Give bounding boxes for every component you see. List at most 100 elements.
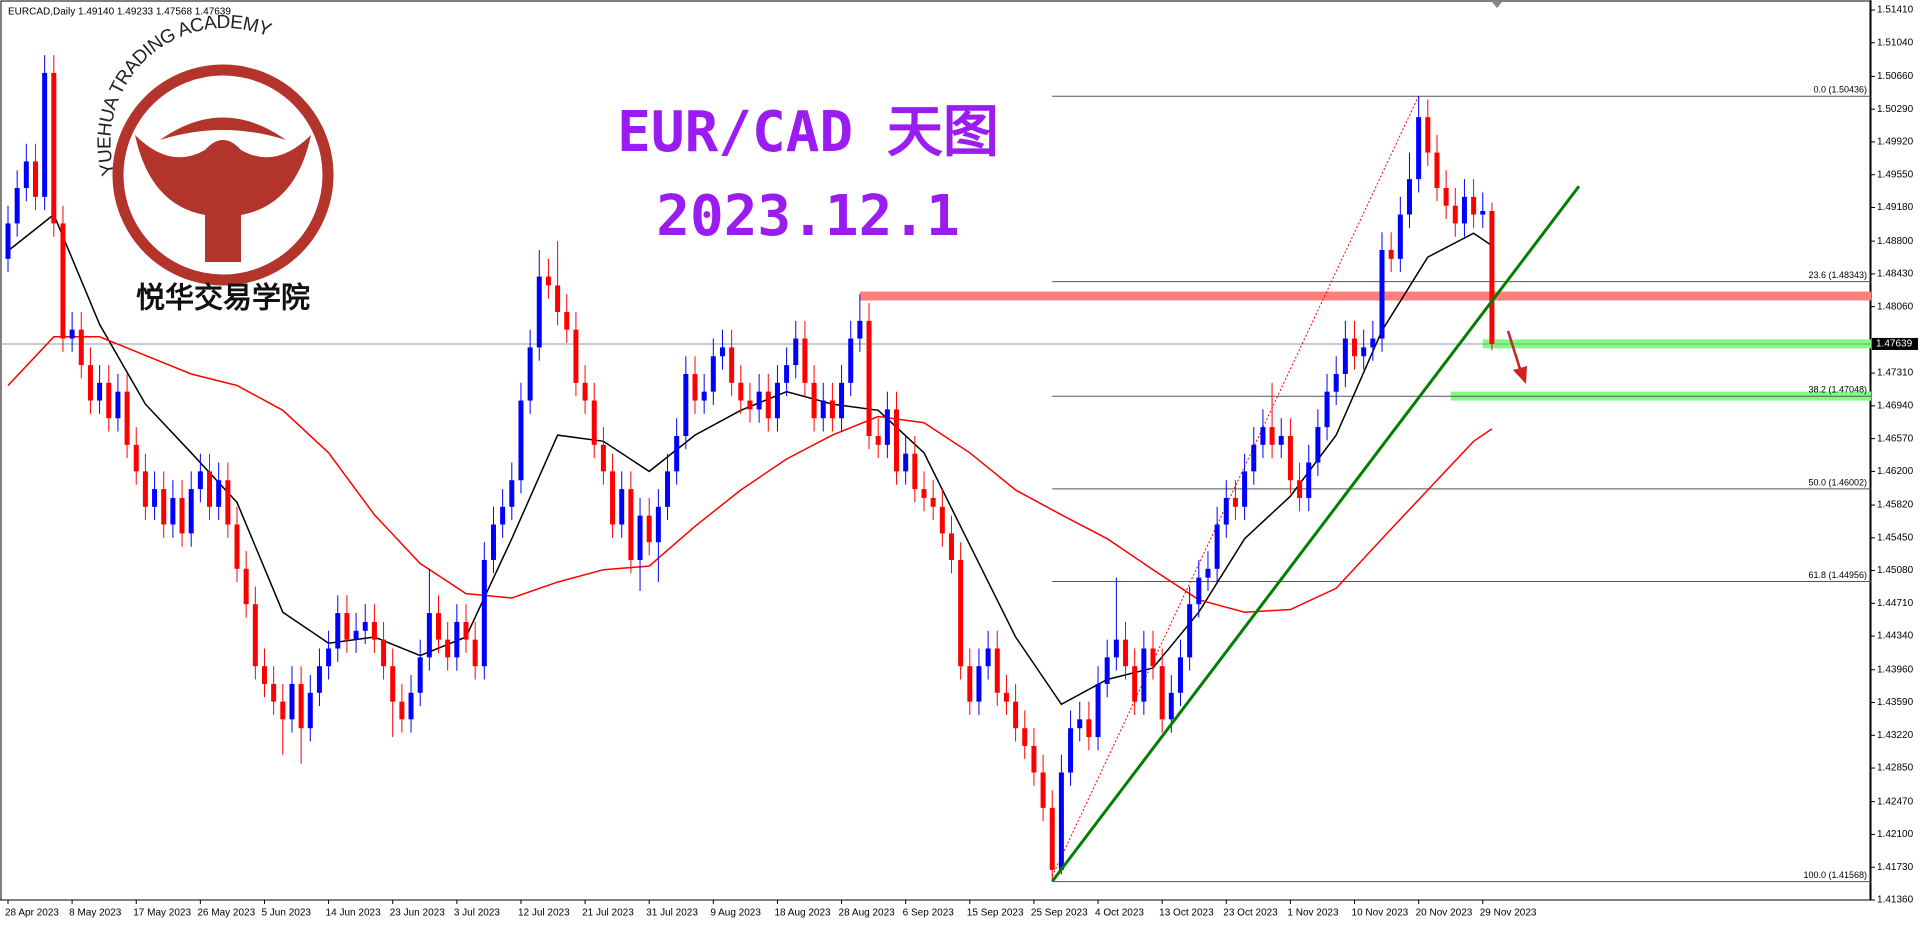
y-tick-label: 1.46200 (1877, 466, 1914, 477)
fib-label: 0.0 (1.50436) (1813, 85, 1867, 95)
x-tick-label: 14 Jun 2023 (326, 908, 381, 919)
candle-body (243, 568, 249, 605)
candle-body (1480, 211, 1486, 215)
candle-body (1232, 497, 1238, 507)
y-tick-label: 1.46570 (1877, 433, 1914, 444)
x-tick-label: 31 Jul 2023 (646, 908, 698, 919)
logo-leaf (160, 117, 286, 140)
candle-body (362, 621, 368, 631)
candle-body (1461, 196, 1467, 224)
candle-body (1489, 211, 1495, 344)
candle-body (1187, 604, 1193, 658)
candle-body (1205, 568, 1211, 578)
candle-body (381, 639, 387, 667)
candle-body (545, 276, 551, 286)
candle-body (97, 382, 103, 401)
moving-average (7, 213, 1493, 706)
y-tick-label: 1.50290 (1877, 104, 1914, 115)
candle-body (417, 657, 423, 693)
candle-body (1471, 196, 1477, 215)
x-tick-label: 6 Sep 2023 (903, 908, 955, 919)
candle-body (930, 497, 936, 507)
candle-body (628, 489, 634, 560)
candle-body (1425, 117, 1431, 153)
candle-body (344, 613, 350, 640)
y-tick-label: 1.49550 (1877, 169, 1914, 180)
candle-body (1352, 338, 1358, 357)
candle-body (866, 320, 872, 436)
candle-body (1434, 152, 1440, 188)
candle-body (756, 391, 762, 410)
arrow-head (1513, 366, 1527, 384)
x-tick-label: 25 Sep 2023 (1031, 908, 1088, 919)
x-tick-label: 21 Jul 2023 (582, 908, 634, 919)
candle-body (500, 506, 506, 525)
candle-body (481, 559, 487, 667)
candle-body (426, 613, 432, 658)
candle-body (298, 683, 304, 729)
candle-body (1333, 373, 1339, 392)
y-tick-label: 1.50660 (1877, 71, 1914, 82)
candle-body (1095, 683, 1101, 738)
logo-cn: 悦华交易学院 (136, 281, 310, 315)
y-tick-label: 1.42100 (1877, 829, 1914, 840)
candle-body (445, 639, 451, 658)
candle-body (133, 444, 139, 472)
logo-mark (135, 135, 311, 262)
candle-body (1297, 480, 1303, 498)
logo: YUEHUA TRADING ACADEMY 悦华交易学院 (95, 12, 334, 315)
y-tick-label: 1.45450 (1877, 532, 1914, 543)
candle-body (371, 621, 377, 640)
candle-body (1443, 188, 1449, 206)
candle-body (1086, 719, 1092, 738)
candle-body (1132, 666, 1138, 702)
candle-body (985, 648, 991, 667)
x-tick-label: 5 Jun 2023 (261, 908, 311, 919)
candle-body (1397, 214, 1403, 259)
candle-body (738, 382, 744, 401)
candle-body (793, 338, 799, 366)
candle-body (701, 391, 707, 401)
y-tick-label: 1.49920 (1877, 137, 1914, 148)
candle-body (1068, 728, 1074, 773)
x-tick-label: 20 Nov 2023 (1416, 908, 1473, 919)
candle-body (106, 382, 112, 419)
fib-label: 100.0 (1.41568) (1803, 870, 1867, 880)
x-tick-label: 28 Aug 2023 (839, 908, 896, 919)
candle-body (1022, 728, 1028, 746)
y-tick-label: 1.43960 (1877, 664, 1914, 675)
candle-body (710, 356, 716, 392)
candle-body (472, 639, 478, 667)
candle-body (335, 613, 341, 649)
candle-body (1214, 524, 1220, 569)
y-tick-label: 1.49180 (1877, 202, 1914, 213)
logo-ring (112, 64, 334, 286)
x-tick-label: 9 Aug 2023 (710, 908, 761, 919)
y-tick-label: 1.44340 (1877, 631, 1914, 642)
candle-body (1315, 427, 1321, 463)
candle-body (234, 524, 240, 569)
candle-body (5, 223, 11, 259)
candle-body (765, 391, 771, 419)
candle-body (1123, 639, 1129, 667)
candle-body (637, 515, 643, 560)
candle-body (271, 683, 277, 702)
candle-body (1196, 577, 1202, 605)
fib-label: 23.6 (1.48343) (1808, 270, 1867, 280)
subtitle: 2023.12.1 (656, 184, 959, 249)
candle-body (1416, 117, 1422, 180)
y-tick-label: 1.45820 (1877, 500, 1914, 511)
x-tick-label: 18 Aug 2023 (774, 908, 831, 919)
candle-body (1104, 657, 1110, 684)
candle-body (399, 701, 405, 720)
x-tick-label: 3 Jul 2023 (454, 908, 501, 919)
candle-body (1150, 648, 1156, 667)
candle-body (619, 489, 625, 525)
candle-body (802, 338, 808, 383)
candle-body (1031, 745, 1037, 773)
candle-body (197, 471, 203, 490)
candle-body (820, 400, 826, 419)
candle-body (774, 382, 780, 419)
